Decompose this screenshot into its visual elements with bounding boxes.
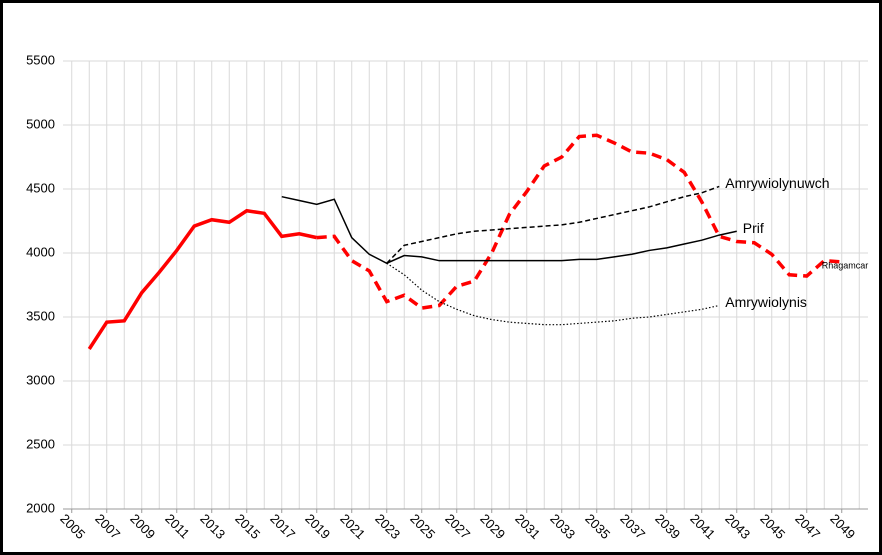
- y-tick-label: 3500: [26, 308, 55, 323]
- y-tick-label: 4000: [26, 244, 55, 259]
- y-tick-label: 4500: [26, 180, 55, 195]
- series-label: Amrywiolynuwch: [725, 175, 829, 191]
- line-series: [281, 195, 737, 265]
- series-label: Prif: [743, 220, 764, 236]
- line-series: [386, 185, 720, 264]
- y-tick-label: 2000: [26, 500, 55, 515]
- y-tick-label: 5500: [26, 52, 55, 67]
- series-label: Rhagamcar: [822, 260, 869, 270]
- line-series: [87, 208, 318, 350]
- y-tick-label: 5000: [26, 116, 55, 131]
- y-tick-label: 3000: [26, 372, 55, 387]
- series-label: Amrywiolynis: [725, 294, 807, 310]
- y-tick-label: 2500: [26, 436, 55, 451]
- line-series: [316, 133, 842, 310]
- line-series: [386, 262, 720, 326]
